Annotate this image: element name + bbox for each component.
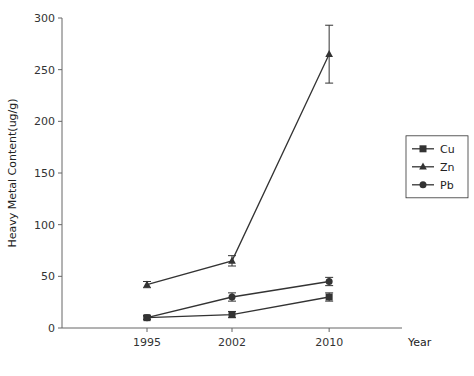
point <box>228 257 236 264</box>
legend-label: Zn <box>440 161 455 174</box>
y-tick-label: 250 <box>34 64 55 77</box>
y-tick <box>58 18 62 19</box>
error-cap <box>228 266 236 267</box>
error-bar <box>325 293 333 301</box>
x-tick <box>147 328 148 332</box>
x-tick <box>329 328 330 332</box>
legend-frame <box>406 136 468 198</box>
y-tick-label: 150 <box>34 167 55 180</box>
error-cap <box>228 292 236 293</box>
plot-area <box>143 25 333 321</box>
x-tick-label: 1995 <box>133 336 161 349</box>
error-bar <box>228 293 236 301</box>
x-tick <box>232 328 233 332</box>
error-cap <box>325 292 333 293</box>
y-tick <box>58 328 62 329</box>
y-tick <box>58 173 62 174</box>
y-axis-label: Heavy Metal Content(ug/g) <box>6 98 19 247</box>
y-tick-label: 100 <box>34 219 55 232</box>
error-bar <box>228 256 236 266</box>
x-axis-label: Year <box>407 336 432 349</box>
chart: 1995 2002 2010 0 50 100 150 200 250 300 Heavy Meta… <box>0 0 474 376</box>
y-tick <box>58 69 62 70</box>
chart-container: 1995 2002 2010 0 50 100 150 200 250 300 Heavy Meta… <box>0 0 474 376</box>
legend-marker <box>420 145 427 152</box>
error-cap <box>325 83 333 84</box>
legend: Cu Zn Pb <box>406 136 468 198</box>
error-bar <box>325 277 333 285</box>
point <box>144 314 151 321</box>
error-cap <box>325 25 333 26</box>
point <box>326 278 333 285</box>
series-line <box>147 54 329 284</box>
y-tick <box>58 121 62 122</box>
y-tick <box>58 276 62 277</box>
point <box>325 50 333 57</box>
error-cap <box>325 285 333 286</box>
error-cap <box>228 301 236 302</box>
legend-label: Cu <box>440 143 455 156</box>
legend-marker <box>419 163 427 170</box>
x-tick-label: 2010 <box>315 336 343 349</box>
y-tick-label: 0 <box>48 322 55 335</box>
error-bar <box>325 25 333 83</box>
error-cap <box>325 277 333 278</box>
x-tick-label: 2002 <box>218 336 246 349</box>
point <box>229 294 236 301</box>
error-bar <box>228 311 236 317</box>
series-line <box>147 297 329 318</box>
point <box>143 280 151 287</box>
point <box>144 314 151 321</box>
point <box>229 311 236 318</box>
point <box>326 294 333 301</box>
legend-label: Pb <box>440 179 454 192</box>
y-tick-label: 300 <box>34 12 55 25</box>
legend-marker <box>420 181 427 188</box>
error-cap <box>228 255 236 256</box>
error-cap <box>325 301 333 302</box>
y-tick-label: 50 <box>41 270 55 283</box>
y-tick-label: 200 <box>34 115 55 128</box>
y-tick <box>58 224 62 225</box>
series-line <box>147 282 329 318</box>
